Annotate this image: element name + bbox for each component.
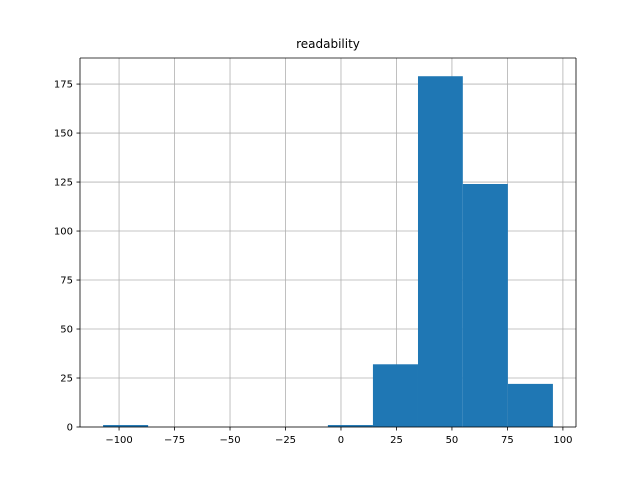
y-tick-label: 125 <box>54 178 73 189</box>
y-tick-label: 175 <box>54 80 73 91</box>
histogram-bar <box>507 383 553 427</box>
y-tick-label: 75 <box>60 276 73 287</box>
x-tick-label: 0 <box>338 435 344 446</box>
y-tick-label: 150 <box>54 129 73 140</box>
y-tick-label: 100 <box>54 227 73 238</box>
axes: −100 −75 −50 −25 0 25 50 75 100 0 25 50 75 100 125 150 1… <box>54 57 577 446</box>
bars <box>103 76 553 427</box>
y-tick-label: 25 <box>60 374 73 385</box>
x-tick-label: −75 <box>164 435 185 446</box>
x-tick-label: 100 <box>553 435 572 446</box>
histogram-bar <box>372 364 418 427</box>
x-tick-label: 75 <box>501 435 514 446</box>
y-tick-label: 0 <box>67 423 73 434</box>
chart-title: readability <box>296 37 360 51</box>
x-tick-label: 50 <box>446 435 459 446</box>
histogram-bar <box>417 76 463 427</box>
histogram-bar <box>462 184 508 427</box>
x-tick-label: −25 <box>275 435 296 446</box>
y-tick-label: 50 <box>60 325 73 336</box>
x-tick-label: −100 <box>105 435 132 446</box>
x-tick-label: −50 <box>219 435 240 446</box>
histogram-bar <box>103 425 149 427</box>
x-tick-label: 25 <box>390 435 403 446</box>
histogram-bar <box>327 425 373 427</box>
